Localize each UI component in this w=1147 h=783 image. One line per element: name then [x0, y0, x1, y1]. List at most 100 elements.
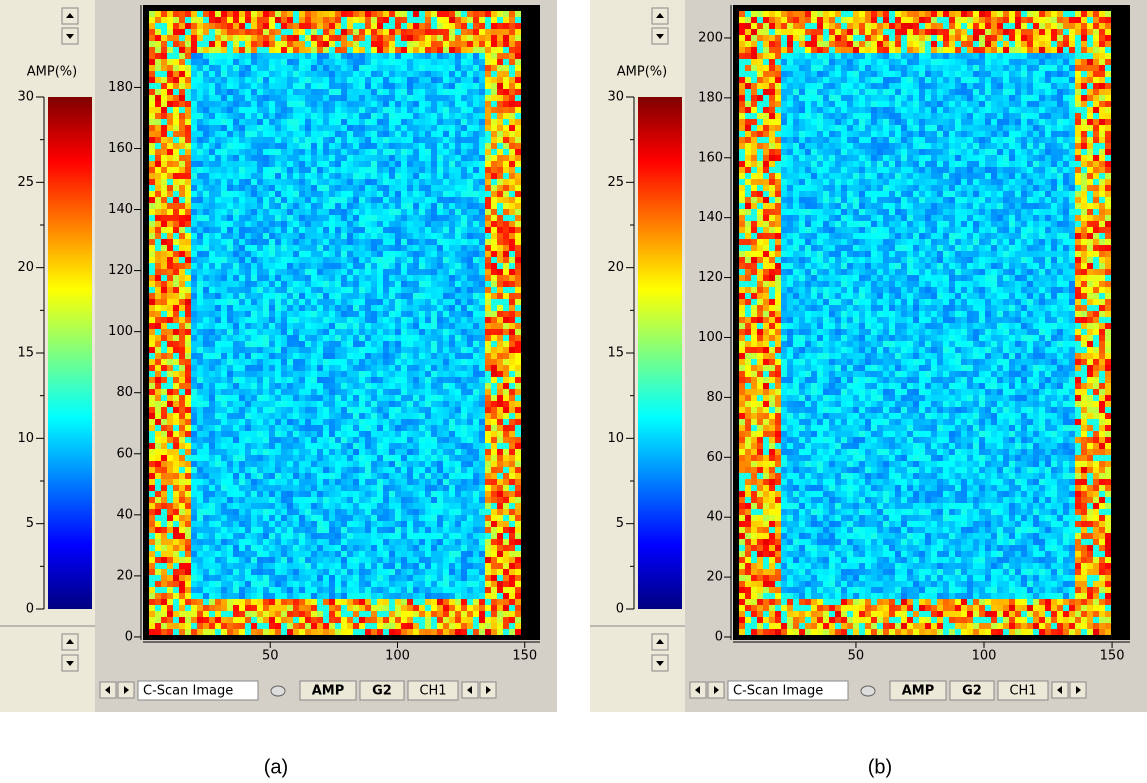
heat-cell: [413, 449, 419, 455]
heat-cell: [497, 449, 503, 455]
heat-cell: [179, 41, 185, 47]
heat-cell: [329, 83, 335, 89]
heat-cell: [341, 107, 347, 113]
heat-cell: [485, 467, 491, 473]
heat-cell: [419, 467, 425, 473]
heat-cell: [431, 251, 437, 257]
heat-cell: [233, 407, 239, 413]
heat-cell: [161, 299, 167, 305]
heat-cell: [419, 413, 425, 419]
heat-cell: [341, 329, 347, 335]
heat-cell: [365, 323, 371, 329]
heat-cell: [443, 239, 449, 245]
heat-cell: [407, 17, 413, 23]
heat-cell: [155, 407, 161, 413]
heat-cell: [341, 311, 347, 317]
heat-cell: [497, 263, 503, 269]
heat-cell: [197, 419, 203, 425]
heat-cell: [383, 131, 389, 137]
heat-cell: [413, 329, 419, 335]
heat-cell: [161, 335, 167, 341]
heat-cell: [377, 53, 383, 59]
heat-cell: [239, 23, 245, 29]
heat-cell: [467, 155, 473, 161]
heat-cell: [395, 383, 401, 389]
heat-cell: [437, 101, 443, 107]
heat-cell: [203, 389, 209, 395]
heat-cell: [185, 185, 191, 191]
heat-cell: [167, 29, 173, 35]
heat-cell: [251, 11, 257, 17]
heat-cell: [305, 95, 311, 101]
heat-cell: [485, 263, 491, 269]
heat-cell: [383, 101, 389, 107]
heat-cell: [359, 401, 365, 407]
heat-cell: [221, 419, 227, 425]
heat-cell: [473, 17, 479, 23]
heat-cell: [509, 197, 515, 203]
heat-cell: [149, 341, 155, 347]
heat-cell: [191, 173, 197, 179]
heat-cell: [245, 353, 251, 359]
heat-cell: [341, 197, 347, 203]
heat-cell: [341, 467, 347, 473]
heat-cell: [383, 239, 389, 245]
heat-cell: [239, 419, 245, 425]
heat-cell: [197, 227, 203, 233]
heat-cell: [311, 137, 317, 143]
heat-cell: [497, 137, 503, 143]
heat-cell: [227, 299, 233, 305]
heat-cell: [155, 425, 161, 431]
heat-cell: [467, 413, 473, 419]
heat-cell: [497, 71, 503, 77]
heat-cell: [503, 119, 509, 125]
heat-cell: [197, 239, 203, 245]
heat-cell: [425, 425, 431, 431]
heat-cell: [455, 245, 461, 251]
heat-cell: [515, 305, 521, 311]
heat-cell: [515, 293, 521, 299]
heat-cell: [329, 11, 335, 17]
heat-cell: [239, 263, 245, 269]
heat-cell: [299, 485, 305, 491]
heat-cell: [227, 59, 233, 65]
heat-cell: [479, 263, 485, 269]
heat-cell: [467, 35, 473, 41]
heat-cell: [203, 173, 209, 179]
heat-cell: [173, 11, 179, 17]
heat-cell: [257, 71, 263, 77]
heat-cell: [293, 263, 299, 269]
heat-cell: [467, 257, 473, 263]
heat-cell: [287, 431, 293, 437]
heat-cell: [395, 257, 401, 263]
heat-cell: [275, 131, 281, 137]
heat-cell: [515, 41, 521, 47]
heat-cell: [221, 65, 227, 71]
heat-cell: [353, 167, 359, 173]
heat-cell: [455, 341, 461, 347]
heat-cell: [311, 17, 317, 23]
heat-cell: [473, 431, 479, 437]
heat-cell: [359, 17, 365, 23]
heat-cell: [239, 365, 245, 371]
heat-cell: [479, 413, 485, 419]
heat-cell: [377, 239, 383, 245]
heat-cell: [299, 341, 305, 347]
heat-cell: [263, 305, 269, 311]
heat-cell: [185, 473, 191, 479]
heat-cell: [413, 95, 419, 101]
heat-cell: [353, 245, 359, 251]
heat-cell: [509, 161, 515, 167]
heat-cell: [209, 281, 215, 287]
heat-cell: [221, 149, 227, 155]
heat-cell: [347, 347, 353, 353]
heat-cell: [317, 485, 323, 491]
heat-cell: [461, 263, 467, 269]
heat-cell: [395, 425, 401, 431]
heat-cell: [383, 161, 389, 167]
heat-cell: [461, 287, 467, 293]
heat-cell: [515, 155, 521, 161]
heat-cell: [329, 299, 335, 305]
heat-cell: [431, 233, 437, 239]
heat-cell: [425, 419, 431, 425]
